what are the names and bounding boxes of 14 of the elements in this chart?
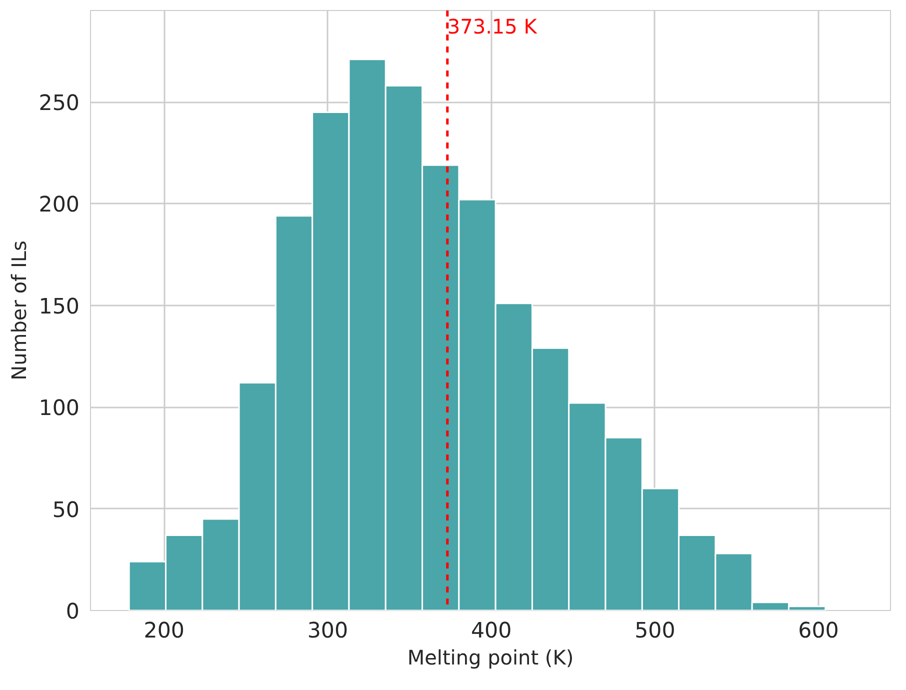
y-tick-label: 0 [66,600,80,624]
x-tick-label: 500 [634,618,676,644]
y-tick-label: 50 [52,498,80,523]
x-axis-title: Melting point (K) [407,646,574,670]
x-tick-label: 400 [470,618,512,644]
x-tick-label: 600 [798,618,839,644]
y-axis-title: Number of ILs [6,240,31,380]
x-tick-label: 200 [144,618,184,644]
y-tick-label: 100 [38,396,80,422]
ref-line-label: 373.15 K [447,14,538,38]
y-tick-label: 250 [38,91,80,116]
y-tick-label: 150 [38,294,80,320]
y-tick-label: 200 [38,192,80,218]
x-tick-label: 300 [307,618,348,644]
